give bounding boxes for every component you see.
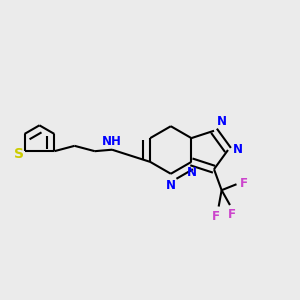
Text: F: F [239,177,247,190]
Text: N: N [217,116,227,128]
Text: S: S [14,147,24,161]
Text: F: F [212,209,220,223]
Text: N: N [232,143,242,156]
Text: NH: NH [102,135,122,148]
Text: N: N [187,166,197,179]
Text: F: F [227,208,236,221]
Text: N: N [166,179,176,192]
